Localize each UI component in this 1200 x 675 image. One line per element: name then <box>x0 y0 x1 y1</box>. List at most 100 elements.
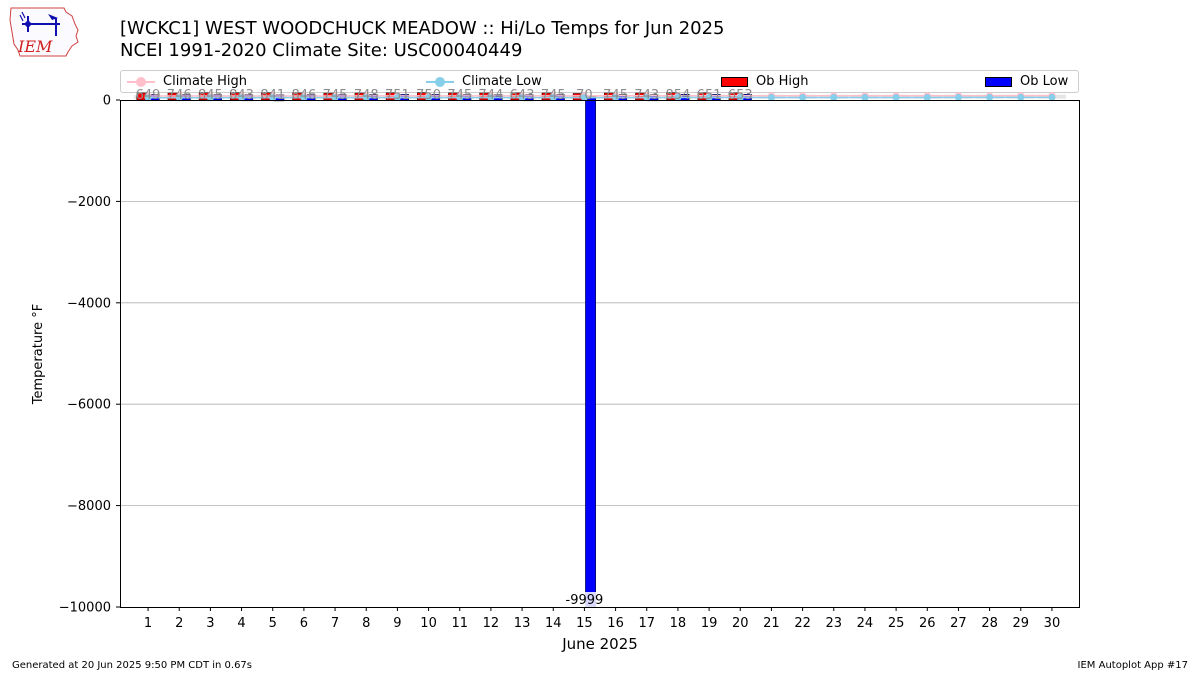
ob-high-bar <box>230 92 241 101</box>
climate-range-bar <box>913 94 942 99</box>
climate-range-bar <box>227 94 256 99</box>
ob-low-bar <box>211 94 222 101</box>
ob-high-swatch <box>721 76 748 87</box>
climate-range-bar <box>476 94 505 99</box>
climate-range-bar <box>1037 94 1066 99</box>
y-axis-ticks: 0 −2000 −4000 −6000 −8000 −10000 <box>59 94 120 616</box>
y-tick-label: −8000 <box>67 499 111 514</box>
x-tick-label: 9 <box>393 616 401 631</box>
legend-item-climate-high: Climate High <box>127 71 247 92</box>
climate-low-point <box>518 94 526 102</box>
climate-low-point <box>1017 93 1025 101</box>
chart-title: [WCKC1] WEST WOODCHUCK MEADOW :: Hi/Lo T… <box>120 18 725 39</box>
climate-high-point <box>830 92 838 100</box>
x-tick-label: 8 <box>362 616 370 631</box>
climate-low-point <box>425 94 433 102</box>
climate-low-point <box>580 94 588 102</box>
climate-range-bar <box>819 94 848 99</box>
climate-high-point <box>456 92 464 100</box>
climate-low-point <box>549 94 557 102</box>
ob-low-bar <box>366 94 378 101</box>
ob-high-bar <box>604 92 615 101</box>
x-tick-label: 17 <box>638 616 655 631</box>
climate-high-point <box>549 92 557 100</box>
climate-low-swatch <box>426 76 454 87</box>
ob-high-bar <box>198 92 210 101</box>
x-tick-label: 11 <box>451 616 468 631</box>
ob-high-bar <box>666 92 678 101</box>
x-tick-label: 13 <box>514 616 531 631</box>
x-tick-label: 2 <box>175 616 183 631</box>
climate-range-bar <box>632 94 661 99</box>
x-tick-label: 3 <box>206 616 214 631</box>
ob-low-annotation: -9999 <box>566 593 604 608</box>
grid-lines <box>120 200 1080 507</box>
ob-low-bar <box>491 94 503 102</box>
climate-low-point <box>892 93 900 101</box>
climate-low-point <box>393 94 401 102</box>
climate-high-point <box>144 92 152 100</box>
ob-low-bar <box>522 94 534 102</box>
y-tick-label: −6000 <box>67 398 111 413</box>
ob-low-bar <box>709 94 721 101</box>
climate-high-point <box>269 92 277 100</box>
climate-range-bar <box>196 94 225 99</box>
climate-range-bar <box>289 94 318 99</box>
climate-range-bar <box>882 94 911 99</box>
x-tick-label: 1 <box>144 616 152 631</box>
ob-low-bar <box>585 96 596 608</box>
climate-low-point <box>238 94 246 102</box>
climate-high-point <box>892 92 900 100</box>
climate-high-swatch <box>127 76 155 87</box>
climate-high-point <box>175 92 183 100</box>
y-tick-label: −4000 <box>67 296 111 311</box>
chart-legend: Climate High Climate Low Ob High Ob Low <box>120 70 1079 93</box>
climate-range-bar <box>352 94 381 99</box>
ob-high-bar <box>448 92 459 101</box>
x-tick-label: 20 <box>732 616 749 631</box>
ob-high-bar <box>697 92 709 101</box>
ob-low-bar <box>647 94 659 102</box>
ob-high-bar <box>323 92 335 101</box>
y-tick-label: −2000 <box>67 195 111 210</box>
climate-low-point <box>674 94 682 102</box>
legend-item-ob-high: Ob High <box>721 71 809 92</box>
x-tick-label: 7 <box>331 616 339 631</box>
x-tick-label: 4 <box>237 616 245 631</box>
climate-high-point <box>674 92 682 100</box>
ob-high-bar <box>417 92 428 101</box>
generated-timestamp: Generated at 20 Jun 2025 9:50 PM CDT in … <box>12 660 253 671</box>
ob-high-bar <box>167 92 179 101</box>
climate-range-bar <box>1006 94 1035 99</box>
climate-high-point <box>487 92 495 100</box>
climate-low-point <box>487 94 495 102</box>
climate-low-point <box>175 94 183 102</box>
climate-range-bar <box>258 94 287 99</box>
app-credit: IEM Autoplot App #17 <box>1077 660 1188 671</box>
y-tick-label: 0 <box>103 94 111 109</box>
x-tick-label: 14 <box>545 616 562 631</box>
climate-range-bar <box>570 94 599 99</box>
ob-high-bar <box>572 93 584 101</box>
legend-label-ob-low: Ob Low <box>1020 74 1069 89</box>
climate-low-point <box>300 94 308 102</box>
climate-range-bar <box>414 94 443 99</box>
x-tick-label: 28 <box>981 616 998 631</box>
y-tick-label: −10000 <box>59 601 111 616</box>
ob-low-bar <box>616 94 628 101</box>
climate-range-bar <box>726 94 755 99</box>
x-tick-label: 25 <box>888 616 905 631</box>
climate-range-bars <box>134 94 1066 99</box>
x-tick-label: 16 <box>607 616 624 631</box>
climate-high-point <box>300 92 308 100</box>
climate-high-point <box>986 92 994 100</box>
plot-frame <box>120 100 1080 608</box>
ob-high-bar <box>385 92 397 101</box>
climate-range-bar <box>663 94 692 99</box>
climate-lines <box>144 92 1056 102</box>
x-tick-label: 23 <box>825 616 842 631</box>
climate-high-point <box>206 92 214 100</box>
x-axis-label: June 2025 <box>561 635 638 653</box>
ob-high-bar <box>541 92 553 101</box>
